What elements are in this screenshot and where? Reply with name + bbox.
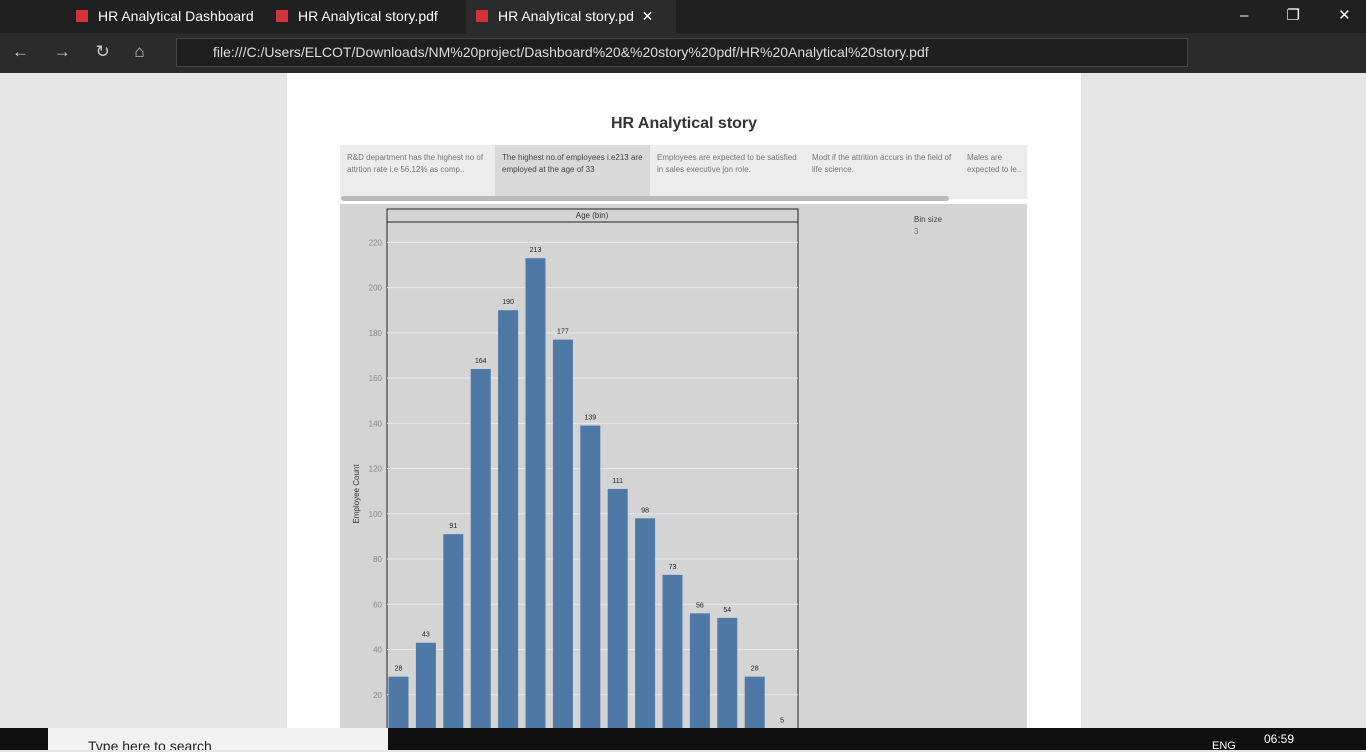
search-box[interactable]: Type here to search	[48, 728, 388, 750]
bar	[470, 369, 491, 728]
y-tick-label: 160	[369, 374, 383, 383]
active-tab[interactable]: HR Analytical story.pd ✕	[466, 0, 676, 33]
bar	[443, 534, 464, 728]
value-label: 164	[475, 358, 487, 365]
value-label: 73	[669, 564, 677, 571]
tab-bar	[0, 0, 1366, 33]
tab-title: HR Analytical story.pd	[498, 8, 634, 24]
tab-title: HR Analytical story.pdf	[298, 8, 438, 24]
tab-title: HR Analytical Dashboard	[98, 8, 254, 24]
bar	[525, 258, 546, 728]
bar	[580, 425, 601, 728]
y-tick-label: 80	[373, 555, 382, 564]
story-point[interactable]: Employees are expected to be satisfied i…	[650, 145, 808, 199]
bar	[689, 613, 710, 728]
y-tick-label: 120	[369, 465, 383, 474]
window-controls[interactable]: – ❐ ✕	[1240, 7, 1351, 24]
bar	[662, 574, 683, 728]
scrollbar[interactable]	[341, 196, 949, 201]
y-tick-label: 200	[369, 284, 383, 293]
story-point[interactable]: Modt if the attrition accurs in the fiel…	[805, 145, 963, 199]
value-label: 213	[530, 247, 542, 254]
story-point[interactable]: R&D department has the highest no of att…	[340, 145, 498, 199]
y-tick-label: 60	[373, 600, 382, 609]
bar	[388, 676, 409, 728]
value-label: 5	[780, 718, 784, 725]
tab[interactable]: HR Analytical Dashboard	[76, 0, 256, 33]
y-axis-title: Employee Count	[352, 464, 361, 524]
value-label: 28	[395, 666, 403, 673]
address-bar[interactable]: file:///C:/Users/ELCOT/Downloads/NM%20pr…	[176, 38, 1188, 67]
bar	[415, 642, 436, 728]
language[interactable]: ENG	[1212, 740, 1236, 752]
bar	[635, 518, 656, 728]
value-label: 56	[696, 602, 704, 609]
doc-title: HR Analytical story	[610, 115, 758, 132]
bar	[498, 310, 519, 728]
clock[interactable]: 06:59	[1264, 732, 1295, 746]
y-tick-label: 40	[373, 646, 382, 655]
value-label: 98	[641, 507, 649, 514]
y-tick-label: 140	[369, 419, 383, 428]
bar	[717, 617, 738, 728]
story-point[interactable]: The highest no.of employees i.e213 are e…	[495, 145, 653, 199]
value-label: 28	[751, 666, 759, 673]
bar	[744, 676, 765, 728]
header-box	[386, 208, 799, 223]
value-label: 190	[502, 299, 514, 306]
bar	[552, 339, 573, 728]
value-label: 177	[557, 329, 569, 336]
y-tick-label: 20	[373, 691, 382, 700]
x-axis-title: Age (bin)	[576, 211, 609, 220]
bin-size-value: 3	[914, 227, 919, 236]
story-point[interactable]: Males are expected to le..	[960, 145, 1027, 199]
bin-size-label: Bin size	[914, 215, 943, 224]
value-label: 139	[584, 415, 596, 422]
value-label: 43	[422, 632, 430, 639]
y-tick-label: 100	[369, 510, 383, 519]
nav-buttons[interactable]: ← → ↻ ⌂	[12, 42, 145, 61]
y-tick-label: 180	[369, 329, 383, 338]
value-label: 111	[612, 478, 623, 485]
y-tick-label: 220	[369, 238, 383, 247]
value-label: 91	[449, 523, 457, 530]
chart: Age (bin) Employee Count Bin size 3 20 40…	[340, 204, 1027, 728]
tab[interactable]: HR Analytical story.pdf	[276, 0, 456, 33]
value-label: 54	[723, 607, 731, 614]
bar	[607, 488, 628, 728]
